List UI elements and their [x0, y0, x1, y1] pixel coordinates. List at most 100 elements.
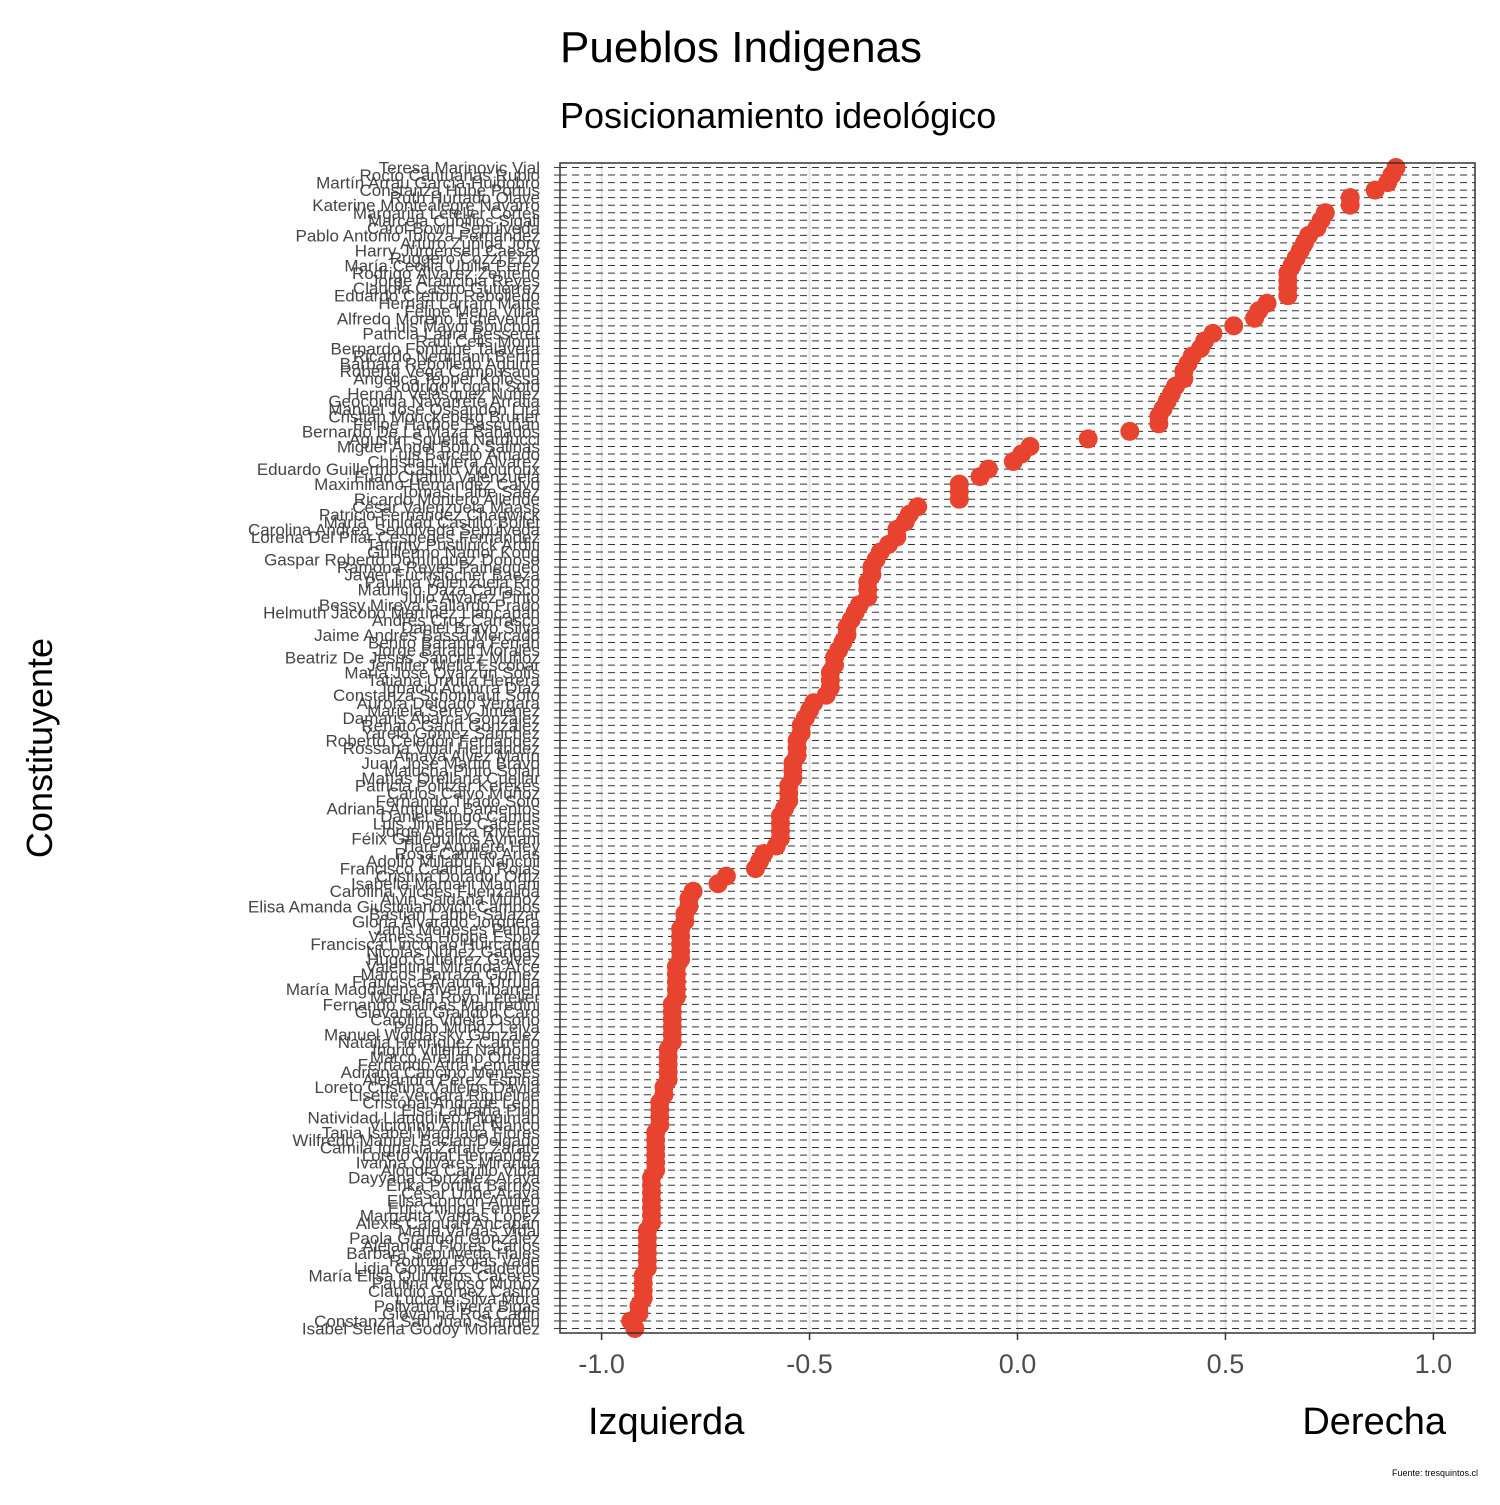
x-tick-label: 0.0 — [999, 1349, 1037, 1379]
y-tick-label: Hernán Velásquez Núñez — [347, 385, 540, 404]
y-tick-label: Renato Garín González — [361, 716, 540, 735]
panel-border — [559, 162, 1476, 1334]
x-tick-label: 0.5 — [1207, 1349, 1245, 1379]
y-tick-label: Isabella Mamani Mamani — [351, 875, 540, 894]
y-tick-label: Loreto Cristina Vallejos Dávila — [314, 1078, 540, 1097]
y-tick-label: Ignacio Achurra Díaz — [382, 679, 540, 698]
y-tick-label: Giovanna Roa Cadin — [382, 1304, 540, 1323]
y-tick-label: Roberto Vega Campusano — [340, 362, 540, 381]
y-tick-label: Angélica Tepper Kolossa — [353, 370, 540, 389]
y-tick-label: Aurora Delgado Vergara — [357, 694, 541, 713]
y-tick-label: Bárbara Sepúlveda Hales — [346, 1244, 540, 1263]
y-tick-label: Maximiliano Hernández Calvo — [314, 475, 540, 494]
dot — [1149, 414, 1169, 434]
y-tick-label: Eduardo Guillermo Castillo Vigouroux — [257, 460, 541, 479]
y-tick-label: Pollyana Rivera Bigas — [374, 1297, 540, 1316]
y-tick-label: Fernando Salinas Manfredini — [323, 995, 540, 1014]
y-tick-label: Marcos Barraza Gómez — [361, 965, 541, 984]
y-tick-label: Adriana Cancino Meneses — [341, 1063, 540, 1082]
y-tick-label: Elisa Loncón Antileo — [387, 1191, 540, 1210]
y-tick-label: Patricia Labra Besserer — [362, 324, 540, 343]
y-tick-label: Constanza Hube Portus — [360, 181, 541, 200]
y-tick-label: Hernán Larraín Matte — [378, 294, 540, 313]
y-tick-label: Lidia González Calderón — [354, 1259, 540, 1278]
y-tick-label: Alfredo Moreno Echeverría — [337, 309, 541, 328]
y-tick-label: Constanza Schonhaut Soto — [333, 686, 540, 705]
y-tick-label: Ricardo Neumann Bertín — [353, 347, 540, 366]
y-tick-label: César Valenzuela Maass — [352, 498, 540, 517]
y-tick-label: Alvin Saldaña Muñoz — [380, 890, 540, 909]
y-tick-label: Mariela Serey Jiménez — [367, 701, 540, 720]
y-tick-label: Fernando Tirado Soto — [376, 792, 540, 811]
y-tick-label: Carolina Videla Osorio — [370, 1010, 540, 1029]
y-tick-label: Marco Arellano Ortega — [370, 1048, 541, 1067]
y-tick-label: Bernardo De La Maza Bañados — [302, 422, 540, 441]
x-tick-label: -1.0 — [578, 1349, 625, 1379]
y-tick-label: Jorge Baradit Morales — [374, 641, 540, 660]
y-tick-label: Rocío Cantuarias Rubio — [360, 166, 540, 185]
y-tick-label: Miguel Ángel Botto Salinas — [337, 437, 540, 456]
y-tick-label: Elisa Amanda Giustinianovich Campos — [248, 897, 540, 916]
y-tick-label: Helmuth Jacobo Martínez Llancapán — [263, 603, 540, 622]
y-tick-label: Rossana Vidal Hernández — [343, 739, 540, 758]
y-tick-label: Isabel Selena Godoy Monardez — [302, 1319, 540, 1338]
y-tick-label: Rosa Catrileo Arias — [394, 845, 540, 864]
y-tick-label: Benito Baranda Ferrán — [368, 633, 540, 652]
y-tick-label: Andrés Cruz Carrasco — [372, 611, 540, 630]
y-tick-label: Luciano Silva Mora — [395, 1289, 540, 1308]
y-tick-label: Carol Bown Sepúlveda — [367, 219, 540, 238]
y-tick-label: Agustín Squella Narducci — [349, 430, 540, 449]
x-tick-label: -0.5 — [786, 1349, 833, 1379]
dot — [1120, 421, 1140, 441]
y-tick-label: Yarela Gómez Sánchez — [362, 724, 540, 743]
y-tick-label: Vanessa Hoppe Espoz — [368, 927, 540, 946]
y-tick-label: Jaime Andrés Bassa Mercado — [314, 626, 540, 645]
y-tick-label: Felipe Mena Villar — [404, 302, 540, 321]
y-tick-label: Ramona Reyes Painequeo — [337, 558, 540, 577]
caption: Fuente: tresquintos.cl — [1392, 1468, 1478, 1478]
y-tick-label: Geoconda Navarrete Arratia — [328, 392, 540, 411]
y-tick-label: Alejandra Pérez Espina — [362, 1071, 540, 1090]
dot — [949, 489, 969, 509]
y-tick-label: Cristián Monckeberg Bruner — [328, 407, 540, 426]
y-tick-label: Guillermo Namor Kong — [367, 543, 540, 562]
y-tick-label: Mauricio Daza Carrasco — [358, 581, 540, 600]
dot — [745, 859, 765, 879]
y-tick-label: Victorino Antilef Ñanco — [369, 1116, 540, 1135]
y-tick-label: Adolfo Millabur Ñancuil — [366, 852, 540, 871]
dot — [625, 1318, 645, 1338]
y-tick-label: Fernando Atria Lemaitre — [358, 1056, 540, 1075]
y-tick-label: Félix Galleguillos Aymani — [351, 829, 540, 848]
y-tick-label: María Cecilia Ubilla Pérez — [344, 257, 540, 276]
y-tick-label: Bessy Mireya Gallardo Prado — [319, 596, 540, 615]
y-tick-label: Tomás Laibe Sáez — [400, 483, 540, 502]
y-tick-label: Eduardo Cretton Rebolledo — [334, 287, 540, 306]
y-tick-label: Mario Vargas Vidal — [398, 1221, 540, 1240]
y-tick-label: Fuad Chahín Valenzuela — [354, 468, 540, 487]
y-tick-label: Lorena Del Pilar Céspedes Fernández — [251, 528, 540, 547]
y-tick-label: Carlos Calvo Muñoz — [387, 784, 540, 803]
y-tick-label: Pablo Antonio Toloza Fernández — [296, 226, 540, 245]
y-tick-label: Alexis Caiguan Ancapán — [356, 1214, 540, 1233]
y-tick-label: Malucha Pinto Solari — [384, 762, 540, 781]
y-tick-label: Matías Orellana Cuellar — [361, 769, 540, 788]
y-tick-label: Natividad Llanquileo Pilquimán — [308, 1108, 540, 1127]
y-tick-label: Bárbara Rebolledo Aguirre — [340, 355, 540, 374]
y-tick-label: Manuela Royo Letelier — [370, 988, 540, 1007]
y-tick-label: Teresa Marinovic Vial — [379, 159, 540, 178]
dot — [708, 874, 728, 894]
y-tick-label: Lisette Vergara Riquelme — [349, 1086, 540, 1105]
y-tick-label: Hugo Gutiérrez Gálvez — [367, 950, 540, 969]
y-tick-label: Claudia Castro Gutiérrez — [353, 279, 540, 298]
y-tick-label: Roberto Celedón Fernández — [325, 731, 540, 750]
y-tick-label: Tammy Pustilnick Arditi — [366, 535, 540, 554]
y-tick-label: Martín Arrau García-Huidobro — [316, 174, 540, 193]
y-tick-label: Juan José Martin Bravo — [361, 754, 540, 773]
y-tick-label: Rodrigo Rojas Vade — [389, 1252, 540, 1271]
y-tick-label: Paulina Veloso Muñoz — [372, 1274, 540, 1293]
y-tick-label: María Elisa Quinteros Cáceres — [309, 1267, 540, 1286]
y-tick-label: Tiare Aguilera Hey — [401, 837, 541, 856]
